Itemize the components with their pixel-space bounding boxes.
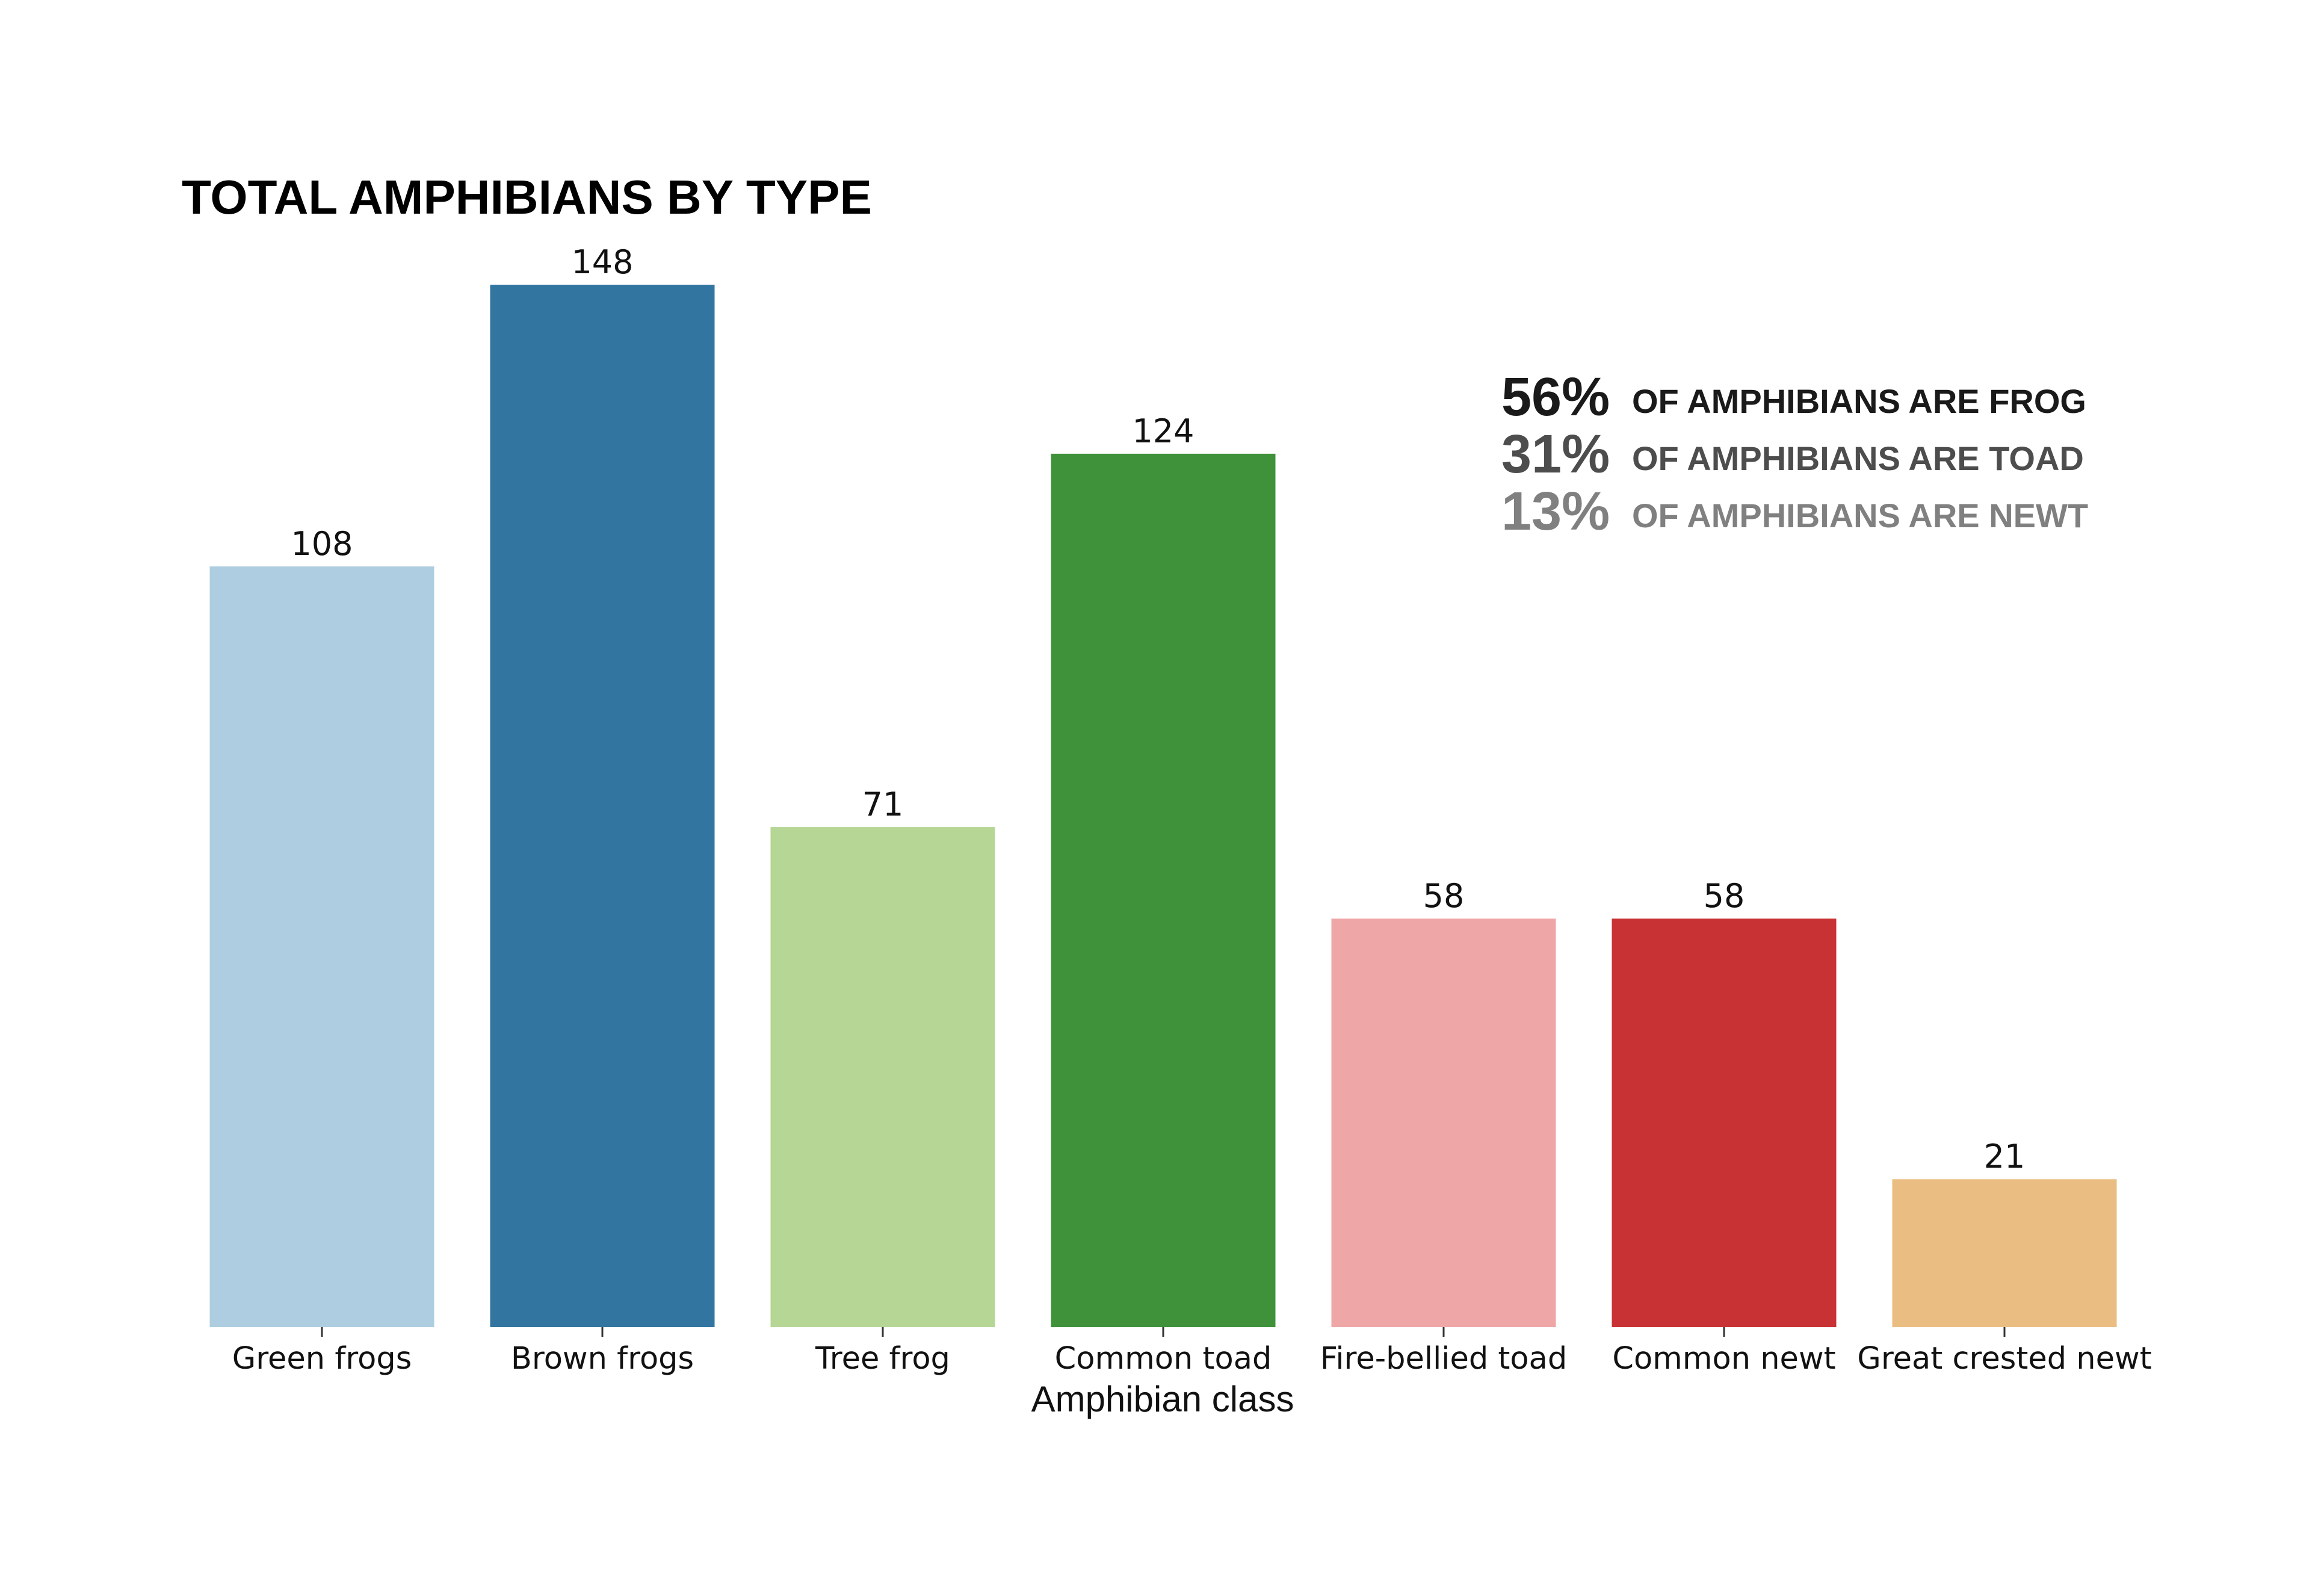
- x-tick-labels-group: Green frogs Brown frogs Tree frog Common to…: [232, 1341, 2152, 1377]
- bar-common-newt: [1612, 918, 1837, 1327]
- stat-text-0: OF AMPHIBIANS ARE FROG: [1632, 382, 2086, 420]
- x-tick-label-common-newt: Common newt: [1612, 1341, 1835, 1377]
- bar-value-label-great-crested-newt: 21: [1984, 1138, 2026, 1175]
- bar-tree-frog: [770, 827, 995, 1327]
- x-tick-label-brown-frogs: Brown frogs: [511, 1341, 694, 1377]
- bar-value-label-brown-frogs: 148: [571, 243, 633, 281]
- chart-title: TOTAL AMPHIBIANS BY TYPE: [182, 170, 872, 224]
- bar-value-label-tree-frog: 71: [862, 785, 904, 823]
- bar-fire-bellied-toad: [1331, 918, 1556, 1327]
- bar-common-toad: [1051, 453, 1276, 1327]
- x-tick-label-great-crested-newt: Great crested newt: [1857, 1341, 2151, 1377]
- bar-brown-frogs: [490, 285, 715, 1327]
- x-tick-label-common-toad: Common toad: [1055, 1341, 1272, 1377]
- bar-green-frogs: [209, 566, 434, 1327]
- x-tick-label-fire-bellied-toad: Fire-bellied toad: [1320, 1341, 1567, 1377]
- stat-text-2: OF AMPHIBIANS ARE NEWT: [1632, 497, 2088, 534]
- stat-percent-0: 56%: [1501, 367, 1610, 427]
- x-axis-label: Amphibian class: [1031, 1379, 1294, 1419]
- bar-value-label-green-frogs: 108: [291, 525, 353, 563]
- bar-value-label-common-newt: 58: [1704, 877, 1745, 915]
- x-ticks-group: [321, 1327, 2006, 1337]
- x-tick-label-tree-frog: Tree frog: [815, 1341, 950, 1377]
- bars-group: [209, 285, 2117, 1327]
- stats-annotation-group: 56% OF AMPHIBIANS ARE FROG 31% OF AMPHIBIAN…: [1501, 367, 2088, 542]
- stat-percent-2: 13%: [1501, 482, 1610, 542]
- bar-value-label-common-toad: 124: [1132, 412, 1194, 450]
- bar-labels-group: 108 148 71 124 58 58 21: [291, 243, 2025, 1175]
- x-tick-label-green-frogs: Green frogs: [232, 1341, 412, 1377]
- stat-percent-1: 31%: [1501, 424, 1610, 485]
- bar-great-crested-newt: [1892, 1179, 2117, 1327]
- stat-text-1: OF AMPHIBIANS ARE TOAD: [1632, 439, 2084, 477]
- bar-value-label-fire-bellied-toad: 58: [1423, 877, 1465, 915]
